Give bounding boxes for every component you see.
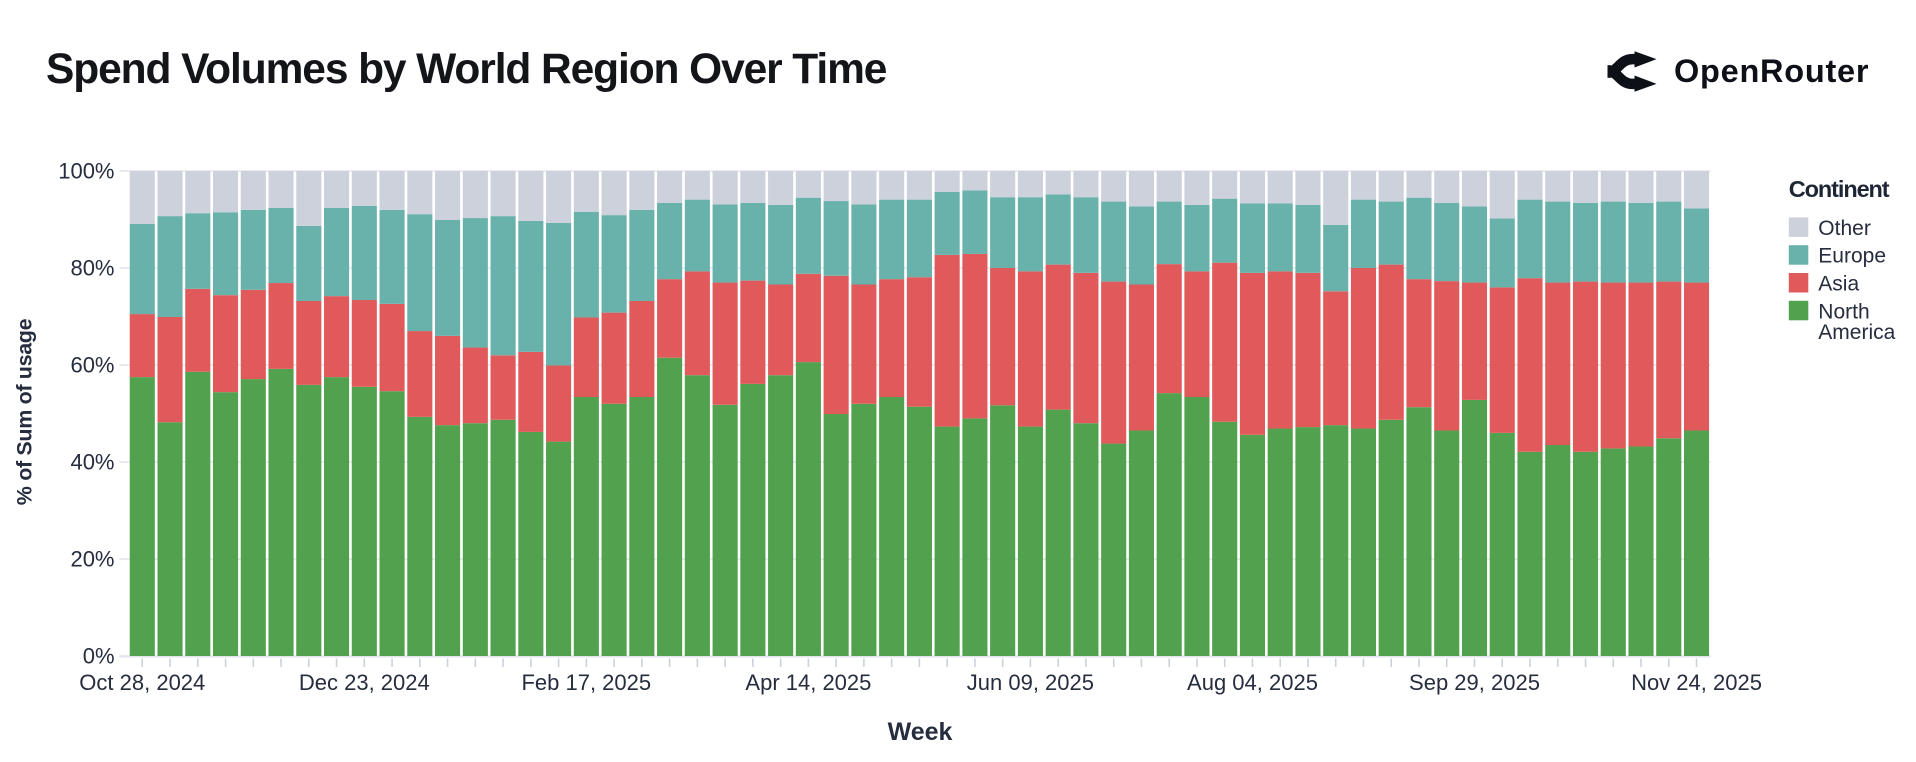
svg-text:Apr 14, 2025: Apr 14, 2025 <box>745 670 871 695</box>
svg-text:100%: 100% <box>58 159 114 184</box>
svg-text:Continent: Continent <box>1789 176 1890 202</box>
svg-text:America: America <box>1818 321 1895 344</box>
svg-text:Sep 29, 2025: Sep 29, 2025 <box>1409 670 1540 695</box>
svg-text:Other: Other <box>1818 217 1871 240</box>
svg-text:Aug 04, 2025: Aug 04, 2025 <box>1187 670 1318 695</box>
svg-text:Week: Week <box>888 718 953 746</box>
svg-text:% of Sum of usage: % of Sum of usage <box>13 318 37 505</box>
svg-text:Feb 17, 2025: Feb 17, 2025 <box>521 670 651 695</box>
svg-text:North: North <box>1818 300 1869 323</box>
svg-text:Dec 23, 2024: Dec 23, 2024 <box>299 670 430 695</box>
svg-text:Oct 28, 2024: Oct 28, 2024 <box>79 670 205 695</box>
svg-text:Nov 24, 2025: Nov 24, 2025 <box>1631 670 1762 695</box>
svg-text:Europe: Europe <box>1818 245 1886 268</box>
svg-text:Jun 09, 2025: Jun 09, 2025 <box>967 670 1094 695</box>
svg-text:60%: 60% <box>70 353 114 378</box>
svg-text:20%: 20% <box>70 547 114 572</box>
svg-text:0%: 0% <box>83 644 115 669</box>
svg-text:Asia: Asia <box>1818 273 1859 296</box>
svg-text:80%: 80% <box>70 256 114 281</box>
svg-text:40%: 40% <box>70 450 114 475</box>
